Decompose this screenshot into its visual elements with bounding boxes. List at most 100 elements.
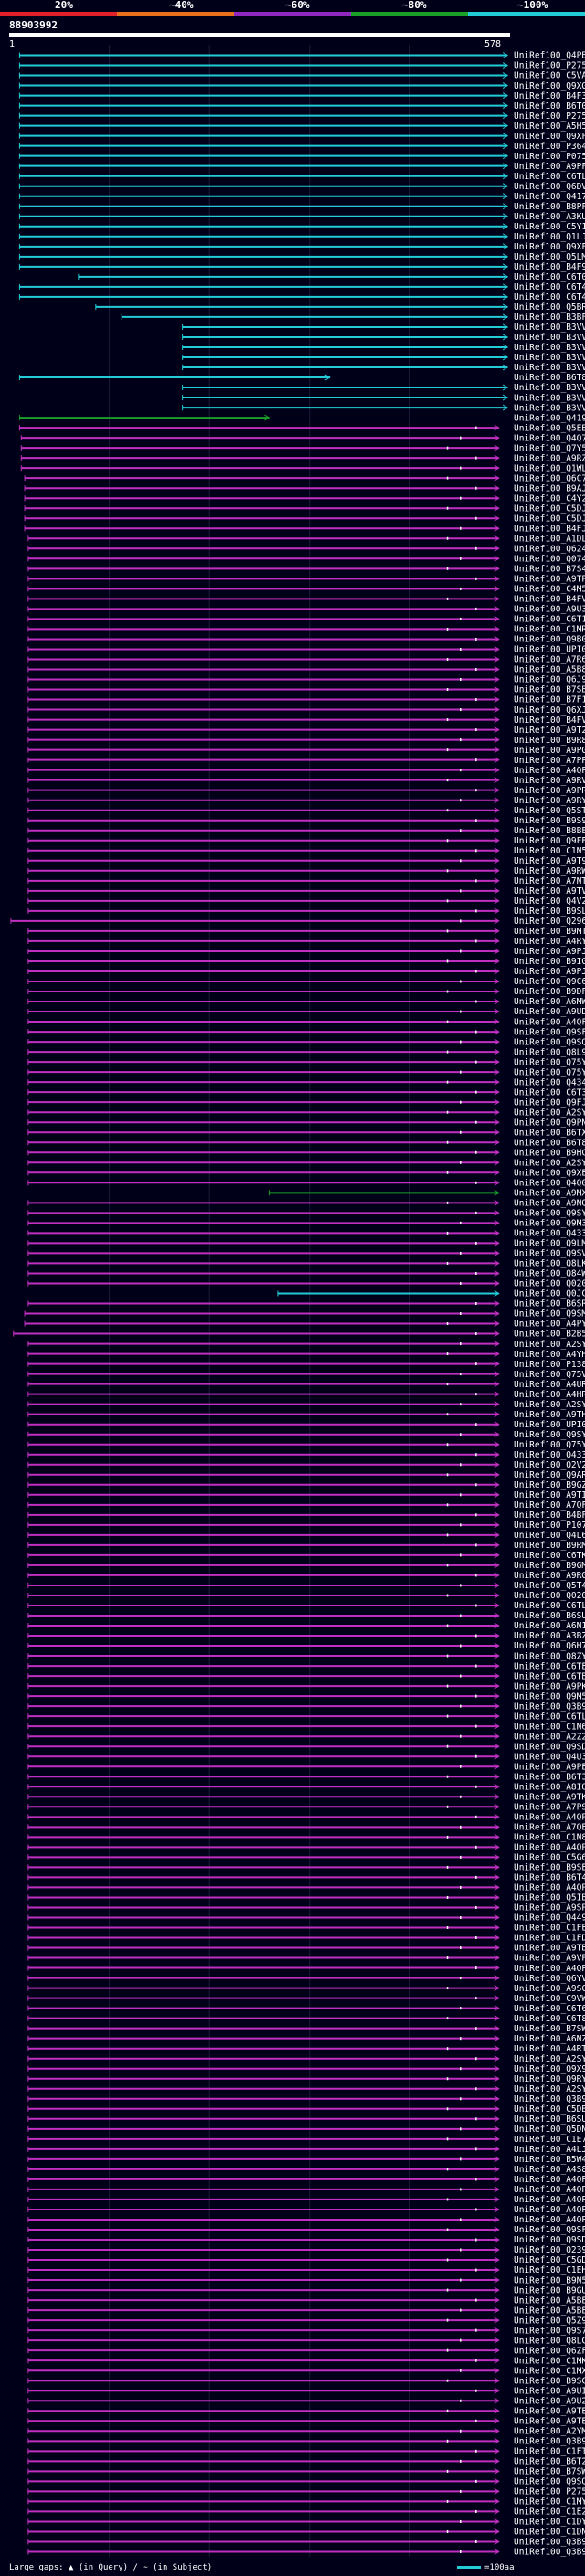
hit-label[interactable]: UniRef100_A3KU02 — [514, 212, 585, 222]
hit-label[interactable]: UniRef100_Q75YY6 — [514, 1440, 585, 1450]
hit-label[interactable]: UniRef100_Q84WT1 — [514, 1269, 585, 1279]
hit-label[interactable]: UniRef100_Q9FJU6 — [514, 1097, 585, 1108]
hit-label[interactable]: UniRef100_Q41748 — [514, 192, 585, 202]
hit-row[interactable]: UniRef100_C5VAG3 — [18, 71, 585, 81]
hit-row[interactable]: UniRef100_B3VV94 — [182, 333, 585, 343]
hit-label[interactable]: UniRef100_Q43382 — [514, 1229, 585, 1239]
hit-label[interactable]: UniRef100_C5VAG3 — [514, 71, 585, 81]
hit-row[interactable]: UniRef100_B6T892 — [27, 1138, 585, 1148]
hit-row[interactable]: UniRef100_C1FD94 — [27, 1934, 585, 1944]
hit-row[interactable]: UniRef100_C1DY58 — [27, 2518, 585, 2528]
hit-row[interactable]: UniRef100_B3BF59 — [121, 313, 585, 323]
hit-row[interactable]: UniRef100_B9RME5 — [27, 1541, 585, 1551]
hit-row[interactable]: UniRef100_Q3B9V1 — [27, 2437, 585, 2447]
hit-label[interactable]: UniRef100_Q23941 — [514, 2245, 585, 2255]
hit-row[interactable]: UniRef100_C1N8B6 — [27, 1833, 585, 1843]
hit-row[interactable]: UniRef100_B8BEF0 — [27, 826, 585, 836]
hit-label[interactable]: UniRef100_Q2V2P9 — [514, 1460, 585, 1470]
hit-row[interactable]: UniRef100_A4URF4 — [27, 1380, 585, 1390]
hit-row[interactable]: UniRef100_A9VP05 — [27, 1954, 585, 1964]
hit-label[interactable]: UniRef100_B4FV20 — [514, 595, 585, 605]
hit-row[interactable]: UniRef100_C6T8G9 — [27, 2014, 585, 2024]
hit-label[interactable]: UniRef100_Q9XF56 — [514, 132, 585, 142]
hit-label[interactable]: UniRef100_C6T4E2 — [514, 292, 585, 302]
hit-row[interactable]: UniRef100_Q9RYN1 — [27, 2074, 585, 2084]
hit-label[interactable]: UniRef100_Q6XJ15 — [514, 705, 585, 716]
hit-label[interactable]: UniRef100_C5DJU5 — [514, 504, 585, 514]
hit-row[interactable]: UniRef100_Q3B9T7 — [27, 2548, 585, 2558]
hit-row[interactable]: UniRef100_C1FE72 — [27, 1924, 585, 1934]
hit-row[interactable]: UniRef100_A4QPN5 — [27, 1843, 585, 1853]
hit-row[interactable]: UniRef100_B4BFY0 — [27, 1511, 585, 1521]
hit-label[interactable]: UniRef100_Q1WLW1 — [514, 463, 585, 473]
hit-label[interactable]: UniRef100_Q6J9P1 — [514, 675, 585, 685]
hit-label[interactable]: UniRef100_C1MYV8 — [514, 2497, 585, 2507]
hit-label[interactable]: UniRef100_C1MKG8 — [514, 2356, 585, 2366]
hit-label[interactable]: UniRef100_Q4PBS6 — [514, 51, 585, 61]
hit-label[interactable]: UniRef100_C5Y111 — [514, 222, 585, 232]
hit-row[interactable]: UniRef100_A5B8T6 — [27, 665, 585, 675]
hit-label[interactable]: UniRef100_A4URF4 — [514, 1380, 585, 1390]
hit-row[interactable]: UniRef100_P27525 — [18, 111, 585, 122]
hit-label[interactable]: UniRef100_Q7Y5Y4 — [514, 443, 585, 453]
hit-label[interactable]: UniRef100_Q3B9T7 — [514, 2548, 585, 2558]
hit-label[interactable]: UniRef100_A4LJQ7 — [514, 2145, 585, 2155]
hit-row[interactable]: UniRef100_A7PP40 — [27, 756, 585, 766]
hit-row[interactable]: UniRef100_A2SY16 — [27, 2084, 585, 2094]
hit-label[interactable]: UniRef100_C6T0J3 — [514, 272, 585, 282]
hit-label[interactable]: UniRef100_Q4Q7Q2 — [514, 433, 585, 443]
hit-label[interactable]: UniRef100_Q9FE68 — [514, 836, 585, 846]
hit-row[interactable]: UniRef100_B6T3C4 — [27, 1772, 585, 1782]
hit-row[interactable]: UniRef100_B9SLN2 — [27, 906, 585, 917]
hit-label[interactable]: UniRef100_B3VV82 — [514, 403, 585, 413]
hit-row[interactable]: UniRef100_A8IOC6 — [27, 1782, 585, 1792]
hit-row[interactable]: UniRef100_A9RZR5 — [20, 453, 585, 463]
hit-row[interactable]: UniRef100_A9TEM7 — [27, 2416, 585, 2426]
hit-label[interactable]: UniRef100_Q41957 — [514, 413, 585, 423]
hit-row[interactable]: UniRef100_Q02070 — [27, 1279, 585, 1289]
hit-label[interactable]: UniRef100_A9THB6 — [514, 1410, 585, 1420]
hit-label[interactable]: UniRef100_Q9B0I0 — [514, 635, 585, 645]
hit-label[interactable]: UniRef100_A9TKU6 — [514, 1792, 585, 1802]
hit-row[interactable]: UniRef100_B9AJ38 — [24, 483, 585, 493]
hit-label[interactable]: UniRef100_B9N576 — [514, 2275, 585, 2285]
hit-label[interactable]: UniRef100_B6T892 — [514, 1138, 585, 1148]
hit-row[interactable]: UniRef100_A4QPP1 — [27, 2195, 585, 2205]
hit-label[interactable]: UniRef100_Q9SY97 — [514, 1430, 585, 1440]
hit-label[interactable]: UniRef100_Q9SV06 — [514, 1249, 585, 1259]
hit-row[interactable]: UniRef100_C6T0J3 — [78, 272, 585, 282]
hit-row[interactable]: UniRef100_Q3B9U9 — [27, 1701, 585, 1712]
hit-row[interactable]: UniRef100_Q9XE87 — [27, 1168, 585, 1178]
hit-row[interactable]: UniRef100_A7NTV5 — [27, 876, 585, 886]
hit-row[interactable]: UniRef100_B9N576 — [27, 2275, 585, 2285]
hit-row[interactable]: UniRef100_Q6XJ15 — [27, 705, 585, 716]
hit-label[interactable]: UniRef100_B6T037 — [514, 101, 585, 111]
hit-label[interactable]: UniRef100_Q9RYN1 — [514, 2074, 585, 2084]
hit-label[interactable]: UniRef100_B4FJG1 — [514, 524, 585, 534]
hit-row[interactable]: UniRef100_B4FJG1 — [24, 524, 585, 534]
hit-label[interactable]: UniRef100_Q9XF90 — [514, 242, 585, 252]
hit-row[interactable]: UniRef100_Q9SMD2 — [24, 1309, 585, 1320]
hit-label[interactable]: UniRef100_A4HRS4 — [514, 1390, 585, 1400]
hit-label[interactable]: UniRef100_A4QPN6 — [514, 2205, 585, 2215]
hit-label[interactable]: UniRef100_A1DL41 — [514, 534, 585, 544]
hit-label[interactable]: UniRef100_A9U3M1 — [514, 605, 585, 615]
hit-label[interactable]: UniRef100_A9TP27 — [514, 575, 585, 585]
hit-label[interactable]: UniRef100_A9TEM7 — [514, 2416, 585, 2426]
hit-row[interactable]: UniRef100_Q8ZY51 — [27, 1651, 585, 1661]
hit-label[interactable]: UniRef100_Q44918 — [514, 1913, 585, 1924]
hit-row[interactable]: UniRef100_C1E7V9 — [27, 2135, 585, 2145]
hit-row[interactable]: UniRef100_B9S936 — [27, 816, 585, 826]
hit-row[interactable]: UniRef100_Q9LMB1 — [27, 1239, 585, 1249]
hit-row[interactable]: UniRef100_Q3B9U7 — [27, 2538, 585, 2548]
hit-label[interactable]: UniRef100_C1FE72 — [514, 1924, 585, 1934]
hit-row[interactable]: UniRef100_B4FVT3 — [27, 716, 585, 726]
hit-label[interactable]: UniRef100_A2SY39 — [514, 1158, 585, 1168]
hit-label[interactable]: UniRef100_Q3B9U9 — [514, 1701, 585, 1712]
hit-row[interactable]: UniRef100_A2SY10 — [27, 2054, 585, 2064]
hit-label[interactable]: UniRef100_B3VV74 — [514, 343, 585, 353]
hit-row[interactable]: UniRef100_Q9XGB6 — [18, 81, 585, 91]
hit-row[interactable]: UniRef100_B9R876 — [27, 736, 585, 746]
hit-label[interactable]: UniRef100_B9AJ38 — [514, 483, 585, 493]
hit-row[interactable]: UniRef100_Q6C7G1 — [24, 473, 585, 483]
